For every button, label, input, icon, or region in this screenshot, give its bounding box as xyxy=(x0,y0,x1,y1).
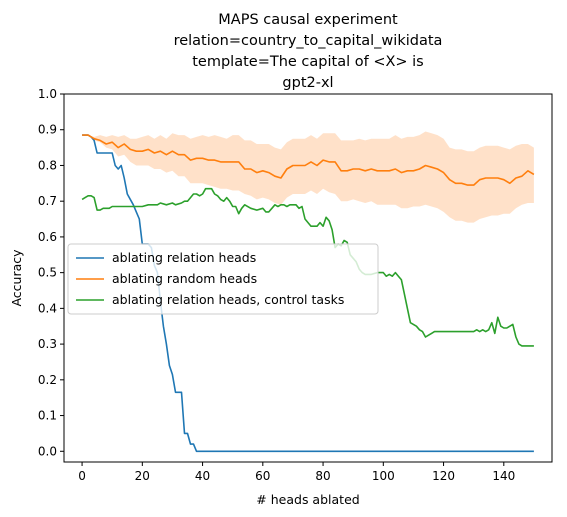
title-line-2: relation=country_to_capital_wikidata xyxy=(174,33,443,49)
x-axis-label: # heads ablated xyxy=(256,492,359,507)
x-tick-label: 80 xyxy=(315,469,330,483)
series-band-1 xyxy=(82,131,534,223)
y-tick-label: 0.0 xyxy=(38,444,57,458)
x-tick-label: 120 xyxy=(432,469,455,483)
title-line-4: gpt2-xl xyxy=(282,75,333,91)
y-axis-ticks: 0.0 0.1 0.2 0.3 0.4 0.5 0.6 0.7 0.8 0.9 1.0 xyxy=(38,87,64,458)
legend-label-control-tasks: ablating relation heads, control tasks xyxy=(112,292,344,307)
legend: ablating relation heads ablating random … xyxy=(67,243,379,315)
y-tick-label: 0.6 xyxy=(38,230,57,244)
y-tick-label: 0.1 xyxy=(38,409,57,423)
y-tick-label: 0.8 xyxy=(38,158,57,172)
y-tick-label: 1.0 xyxy=(38,87,57,101)
legend-label-random-heads: ablating random heads xyxy=(112,271,257,286)
title-line-1: MAPS causal experiment xyxy=(218,12,398,28)
y-tick-label: 0.2 xyxy=(38,373,57,387)
series-line-2 xyxy=(81,187,534,347)
confidence-band-layer xyxy=(82,131,534,223)
x-tick-label: 40 xyxy=(195,469,210,483)
series-line-1 xyxy=(82,134,535,186)
y-tick-label: 0.9 xyxy=(38,123,57,137)
plot-frame xyxy=(63,93,553,463)
x-axis-ticks: 0 20 40 60 80 100 120 140 xyxy=(78,462,515,483)
x-tick-label: 100 xyxy=(372,469,395,483)
x-tick-label: 60 xyxy=(255,469,270,483)
x-tick-label: 20 xyxy=(135,469,150,483)
chart-title: MAPS causal experiment relation=country_… xyxy=(174,12,443,91)
y-axis-label: Accuracy xyxy=(9,249,24,307)
y-tick-label: 0.5 xyxy=(38,266,57,280)
legend-label-relation-heads: ablating relation heads xyxy=(112,250,256,265)
y-tick-label: 0.4 xyxy=(38,301,57,315)
title-line-3: template=The capital of <X> is xyxy=(192,54,424,70)
x-tick-label: 140 xyxy=(492,469,515,483)
x-tick-label: 0 xyxy=(78,469,86,483)
y-tick-label: 0.3 xyxy=(38,337,57,351)
y-tick-label: 0.7 xyxy=(38,194,57,208)
legend-box xyxy=(67,243,379,315)
